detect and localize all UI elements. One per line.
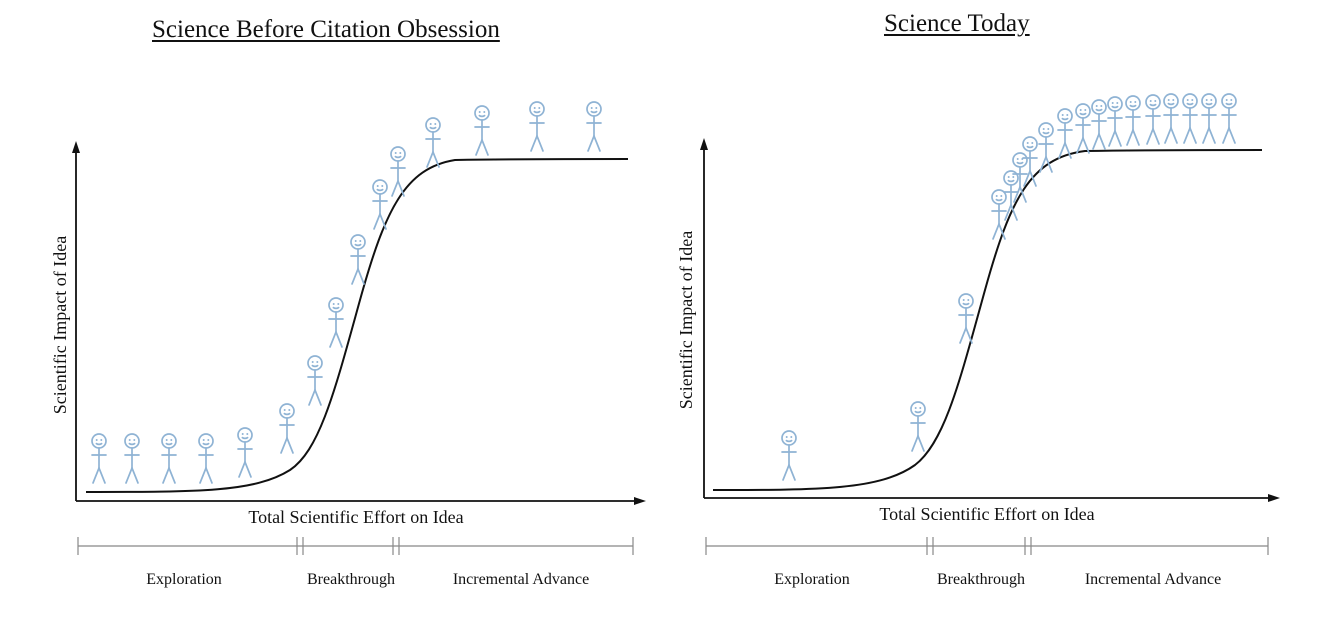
stick-figure-icon (1201, 93, 1217, 144)
stick-figure-icon (350, 234, 366, 285)
phase-label-breakthrough-right: Breakthrough (937, 571, 1025, 588)
stick-figure-icon (328, 297, 344, 348)
phase-bar-right (705, 537, 1269, 555)
stick-figure-icon (237, 427, 253, 478)
stick-figure-icon (390, 146, 406, 197)
stick-figure-icon (279, 403, 295, 454)
stick-figures-right (781, 93, 1237, 481)
panel-title-left: Science Before Citation Obsession (152, 16, 500, 43)
stick-figure-icon (161, 433, 177, 484)
x-axis-arrow-right (1268, 494, 1280, 502)
stick-figure-icon (781, 430, 797, 481)
stick-figure-icon (1125, 95, 1141, 146)
stick-figure-icon (474, 105, 490, 156)
stick-figure-icon (372, 179, 388, 230)
phase-label-exploration-left: Exploration (146, 571, 222, 588)
s-curve-right (712, 149, 1263, 491)
stick-figure-icon (586, 101, 602, 152)
y-axis-arrow-right (700, 138, 708, 150)
phase-label-incremental-right: Incremental Advance (1085, 571, 1221, 588)
phase-label-breakthrough-left: Breakthrough (307, 571, 395, 588)
stick-figure-icon (1163, 93, 1179, 144)
stick-figure-icon (1075, 103, 1091, 154)
stick-figure-icon (910, 401, 926, 452)
phase-label-exploration-right: Exploration (774, 571, 850, 588)
stick-figure-icon (1221, 93, 1237, 144)
stick-figure-icon (198, 433, 214, 484)
stick-figure-icon (1057, 108, 1073, 159)
y-axis-label-right: Scientific Impact of Idea (676, 231, 696, 409)
x-axis-label-left: Total Scientific Effort on Idea (248, 507, 463, 527)
stick-figure-icon (307, 355, 323, 406)
stick-figure-icon (1145, 94, 1161, 145)
stick-figure-icon (529, 101, 545, 152)
panel-title-right: Science Today (884, 10, 1030, 37)
x-axis-arrow-left (634, 497, 646, 505)
stick-figure-icon (1182, 93, 1198, 144)
x-axis-label-right: Total Scientific Effort on Idea (879, 504, 1094, 524)
phase-label-incremental-left: Incremental Advance (453, 571, 589, 588)
y-axis-arrow-left (72, 141, 80, 153)
stick-figure-icon (425, 117, 441, 168)
stick-figure-icon (1107, 96, 1123, 147)
left-chart: Total Scientific Effort on Idea Scientif… (50, 101, 646, 588)
stick-figure-icon (1091, 99, 1107, 150)
phase-bar-left (77, 537, 634, 555)
stick-figure-icon (124, 433, 140, 484)
s-curve-left (85, 158, 629, 493)
y-axis-label-left: Scientific Impact of Idea (50, 236, 70, 414)
stick-figure-icon (958, 293, 974, 344)
right-chart: Total Scientific Effort on Idea Scientif… (676, 93, 1280, 588)
stick-figure-icon (91, 433, 107, 484)
